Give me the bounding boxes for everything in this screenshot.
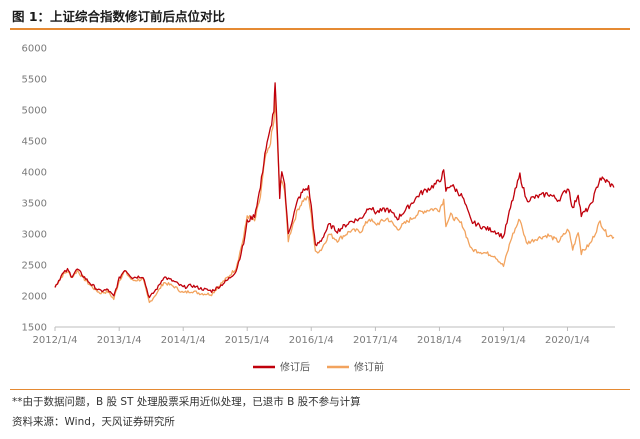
x-tick-label: 2015/1/4 — [225, 335, 270, 346]
x-tick-label: 2013/1/4 — [97, 335, 142, 346]
x-tick-label: 2018/1/4 — [417, 335, 462, 346]
y-tick-label: 2500 — [22, 261, 47, 272]
series-line-revised — [54, 82, 615, 299]
y-tick-label: 4000 — [22, 168, 47, 179]
y-tick-label: 5500 — [22, 75, 47, 86]
legend-label-revised: 修订后 — [280, 361, 310, 374]
y-tick-label: 1500 — [22, 323, 47, 334]
x-tick-label: 2014/1/4 — [161, 335, 206, 346]
y-tick-label: 2000 — [22, 292, 47, 303]
footer-rule — [10, 389, 630, 390]
source-note: 资料来源：Wind，天风证券研究所 — [12, 416, 175, 428]
y-axis: 1500 2000 2500 3000 3500 4000 4500 5000 5500 6000 — [22, 44, 47, 334]
y-tick-label: 5000 — [22, 106, 47, 117]
x-axis: 2012/1/4 2013/1/4 2014/1/4 2015/1/4 2016/1/4… — [33, 327, 590, 346]
y-tick-label: 3000 — [22, 230, 47, 241]
x-tick-label: 2020/1/4 — [545, 335, 590, 346]
data-note: **由于数据问题，B 股 ST 处理股票采用近似处理，已退市 B 股不参与计算 — [12, 396, 361, 408]
y-tick-label: 3500 — [22, 199, 47, 210]
legend-label-original: 修订前 — [354, 361, 384, 374]
line-chart: 1500 2000 2500 3000 3500 4000 4500 5000 5500 6000… — [22, 44, 615, 374]
y-tick-label: 4500 — [22, 137, 47, 148]
figure-title: 图 1：上证综合指数修订前后点位对比 — [12, 9, 226, 24]
series-line-original — [54, 97, 615, 304]
title-rule — [10, 28, 630, 30]
x-tick-label: 2019/1/4 — [481, 335, 526, 346]
x-tick-label: 2017/1/4 — [353, 335, 398, 346]
series-group — [54, 82, 615, 304]
x-tick-label: 2016/1/4 — [289, 335, 334, 346]
y-tick-label: 6000 — [22, 44, 47, 55]
x-tick-label: 2012/1/4 — [33, 335, 78, 346]
legend: 修订后 修订前 — [253, 361, 384, 374]
